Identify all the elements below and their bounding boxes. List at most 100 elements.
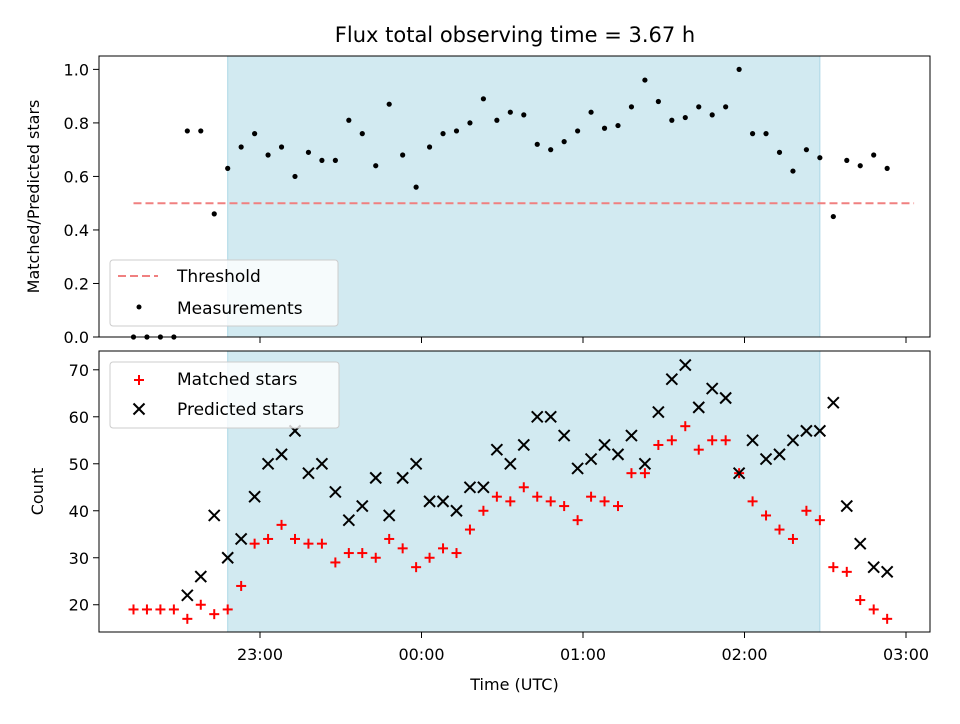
measurement-point: [507, 109, 513, 115]
matched-point: [505, 496, 516, 507]
matched-point: [330, 557, 341, 568]
predicted-point: [181, 589, 194, 602]
predicted-point: [880, 565, 894, 579]
matched-point: [559, 501, 570, 512]
predicted-point: [557, 429, 571, 442]
measurement-point: [749, 131, 756, 137]
predicted-point: [396, 471, 409, 485]
matched-point: [774, 524, 785, 535]
matched-point: [438, 543, 449, 554]
measurement-point: [884, 165, 890, 171]
ratio-panel: 0.0 0.2 0.4 0.6 0.8 1.0 Matched/Predicted sta…: [24, 55, 931, 347]
y-tick-label: 40: [69, 502, 89, 521]
measurement-point: [601, 125, 608, 131]
measurement-point: [238, 144, 244, 150]
legend-measurements-label: Measurements: [177, 299, 303, 319]
y-tick-label: 60: [69, 408, 89, 427]
predicted-point: [531, 410, 544, 423]
ratio-legend: Threshold Measurements: [109, 259, 339, 327]
predicted-point: [759, 452, 773, 466]
count-panel: 20 30 40 50 60 70 23:00 00:00 01:00 02:00 03:00 C…: [28, 350, 931, 694]
matched-point: [868, 604, 879, 615]
predicted-point: [652, 405, 665, 419]
measurement-point: [588, 109, 594, 115]
measurement-point: [803, 147, 810, 153]
matched-point: [249, 538, 260, 549]
predicted-point: [504, 457, 517, 470]
predicted-point: [477, 481, 490, 494]
y-tick-label: 0.4: [64, 221, 89, 240]
measurement-point: [494, 117, 500, 123]
measurement-point: [413, 184, 419, 190]
measurement-point: [817, 155, 823, 161]
predicted-point: [356, 499, 369, 513]
matched-point: [195, 599, 206, 610]
matched-point: [155, 604, 166, 615]
measurement-point: [184, 128, 190, 134]
matched-point: [814, 515, 825, 526]
matched-point: [666, 435, 677, 446]
predicted-point: [854, 537, 867, 550]
matched-point: [747, 496, 758, 507]
measurement-point: [426, 144, 433, 150]
legend-predicted-swatch: [132, 402, 146, 416]
predicted-point: [571, 462, 584, 475]
measurement-point: [871, 152, 877, 158]
matched-point: [182, 613, 193, 624]
measurement-point: [319, 157, 325, 163]
predicted-point: [248, 490, 261, 503]
measurement-point: [736, 66, 742, 72]
measurement-point: [332, 157, 338, 163]
matched-point: [491, 491, 502, 502]
matched-point: [289, 533, 300, 544]
matched-point: [451, 548, 462, 559]
measurement-point: [211, 211, 217, 217]
measurement-point: [776, 149, 783, 155]
predicted-point: [638, 457, 652, 470]
matched-point: [639, 468, 650, 479]
y-tick-label: 0.0: [64, 328, 89, 347]
matched-point: [653, 439, 664, 450]
measurement-point: [857, 163, 863, 169]
count-panel-frame: [98, 350, 931, 633]
predicted-point: [840, 499, 853, 513]
matched-point: [680, 421, 691, 432]
measurement-point: [278, 144, 285, 150]
matched-point: [693, 444, 704, 455]
matched-point: [397, 543, 408, 554]
predicted-point: [463, 481, 477, 494]
predicted-point: [194, 570, 207, 583]
predicted-point: [867, 560, 880, 574]
matched-point: [626, 468, 637, 479]
matched-point: [464, 524, 475, 535]
matched-point: [518, 482, 529, 493]
matched-point: [787, 533, 798, 544]
measurement-point: [669, 117, 675, 123]
matched-point: [276, 519, 287, 530]
predicted-point: [598, 438, 611, 452]
measurement-point: [534, 141, 540, 147]
predicted-point: [369, 471, 382, 485]
matched-point: [707, 435, 718, 446]
measurement-point: [763, 131, 769, 137]
measurement-point: [480, 96, 487, 102]
measurement-point: [400, 152, 406, 158]
matched-point: [841, 566, 852, 577]
matched-point: [882, 613, 893, 624]
matched-point: [357, 548, 368, 559]
predicted-point: [423, 495, 436, 508]
predicted-point: [382, 509, 396, 522]
measurement-point: [575, 128, 581, 134]
predicted-point: [705, 382, 719, 395]
measurement-point: [615, 122, 621, 129]
predicted-point: [692, 401, 705, 414]
matched-point: [222, 604, 233, 615]
predicted-point: [665, 372, 679, 386]
y-tick-label: 1.0: [64, 60, 89, 79]
y-tick-label: 30: [69, 549, 89, 568]
predicted-point: [342, 513, 356, 527]
measurement-point: [440, 131, 446, 137]
predicted-point: [773, 448, 786, 461]
predicted-point: [436, 495, 450, 508]
y-tick-label: 20: [69, 596, 89, 615]
